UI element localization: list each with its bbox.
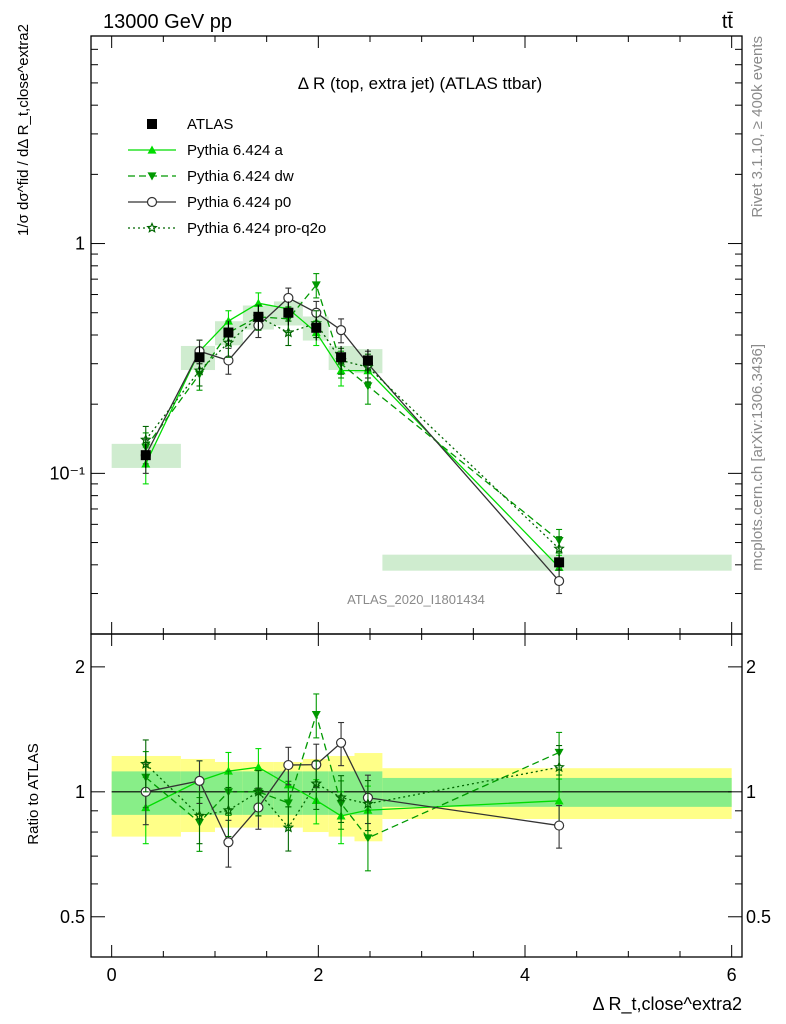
series-pythia-6-424-dw-ratio-point xyxy=(363,834,373,843)
series-pythia-6-424-dw-ratio-point xyxy=(283,799,293,808)
series-pythia-6-424-p0-ratio-point xyxy=(223,837,234,848)
main-y-axis-label: 1/σ dσ^fid / dΔ R_t,close^extra2 xyxy=(15,24,32,236)
ratio-uncertainty-bands xyxy=(111,753,732,842)
atlas-data-point xyxy=(140,450,151,461)
series-pythia-6-424-pro-q2o-ratio-point xyxy=(310,777,323,789)
ratio-y-tick-label-right: 2 xyxy=(746,657,756,677)
series-pythia-6-424-dw-ratio-point xyxy=(311,710,321,720)
series-pythia-6-424-pro-q2o-point xyxy=(193,364,206,376)
ratio-series-group xyxy=(140,693,565,872)
process-label: tt̄ xyxy=(722,11,734,33)
series-pythia-6-424-a-ratio-point xyxy=(253,762,263,771)
series-pythia-6-424-p0-line xyxy=(145,297,560,582)
energy-label: 13000 GeV pp xyxy=(103,11,232,33)
ratio-y-tick-label: 2 xyxy=(75,657,85,677)
series-pythia-6-424-dw-ratio-line xyxy=(145,712,560,839)
x-tick-label: 0 xyxy=(107,965,117,985)
ratio-y-tick-label: 1 xyxy=(75,782,85,802)
x-tick-label: 2 xyxy=(313,965,323,985)
legend-pythia-6-424-dw-marker xyxy=(147,172,157,181)
series-pythia-6-424-pro-q2o-ratio-point xyxy=(140,757,152,769)
series-pythia-6-424-dw-line xyxy=(145,283,560,542)
rivet-version-label: Rivet 3.1.10, ≥ 400k events xyxy=(749,36,766,218)
legend-pythia-6-424-pro-q2o-label: Pythia 6.424 pro-q2o xyxy=(187,220,326,237)
atlas-data-point xyxy=(554,557,565,568)
x-axis-label: Δ R_t,close^extra2 xyxy=(592,994,742,1015)
series-pythia-6-424-pro-q2o-ratio-point xyxy=(362,797,374,809)
x-tick-label: 6 xyxy=(727,965,737,985)
legend-pythia-6-424-dw-label: Pythia 6.424 dw xyxy=(187,168,294,185)
atlas-data-point xyxy=(362,355,373,366)
series-pythia-6-424-pro-q2o-ratio-point xyxy=(193,809,206,821)
series-pythia-6-424-pro-q2o-ratio-point xyxy=(282,821,295,833)
series-pythia-6-424-p0-ratio-point xyxy=(283,759,294,771)
legend-pythia-6-424-pro-q2o-marker xyxy=(146,221,158,233)
atlas-data-point xyxy=(311,322,322,333)
atlas-data-point xyxy=(194,352,205,363)
legend-pythia-6-424-a-label: Pythia 6.424 a xyxy=(187,142,284,159)
series-pythia-6-424-p0-point xyxy=(335,325,347,336)
axis-ticks xyxy=(91,35,742,958)
axis-tick-labels: 0 2 4 6 10⁻¹ 1 0.5 0.5 1 1 2 2 xyxy=(49,234,771,985)
x-tick-label: 4 xyxy=(520,965,530,985)
main-y-tick-label: 1 xyxy=(75,234,85,254)
legend-pythia-6-424-p0-marker xyxy=(146,196,158,208)
series-pythia-6-424-dw-point xyxy=(311,281,321,290)
main-uncertainty-bands xyxy=(111,301,732,571)
series-pythia-6-424-pro-q2o-ratio-point xyxy=(252,785,265,797)
atlas-data-point xyxy=(253,311,264,322)
ratio-y-axis-label: Ratio to ATLAS xyxy=(25,743,42,844)
atlas-data-point xyxy=(283,307,294,318)
main-series-group xyxy=(140,273,565,595)
series-pythia-6-424-pro-q2o-point xyxy=(282,326,295,338)
series-pythia-6-424-p0-ratio-point xyxy=(335,737,347,748)
analysis-watermark: ATLAS_2020_I1801434 xyxy=(347,592,485,607)
main-y-tick-label: 10⁻¹ xyxy=(49,463,85,483)
series-pythia-6-424-p0-ratio-point xyxy=(194,775,205,786)
ratio-y-tick-label: 0.5 xyxy=(60,907,85,927)
legend: ATLAS Pythia 6.424 a Pythia 6.424 dw Pythia… xyxy=(128,116,326,237)
legend-pythia-6-424-p0-label: Pythia 6.424 p0 xyxy=(187,194,291,211)
series-pythia-6-424-pro-q2o-ratio-point xyxy=(553,761,565,773)
legend-atlas-marker xyxy=(147,119,157,129)
series-pythia-6-424-dw-point xyxy=(363,382,373,391)
series-pythia-6-424-a-ratio-point xyxy=(554,796,564,805)
series-pythia-6-424-p0-point xyxy=(283,292,294,304)
atlas-data-point xyxy=(223,327,234,338)
series-pythia-6-424-pro-q2o-ratio-point xyxy=(222,804,235,816)
plot-title: Δ R (top, extra jet) (ATLAS ttbar) xyxy=(298,74,542,93)
series-pythia-6-424-pro-q2o-point xyxy=(140,433,152,445)
atlas-data-point xyxy=(336,352,347,363)
series-pythia-6-424-p0-ratio-point xyxy=(553,820,565,831)
ratio-plot-frame xyxy=(90,633,743,958)
legend-atlas-label: ATLAS xyxy=(187,116,233,133)
series-pythia-6-424-a-line xyxy=(145,302,560,568)
ratio-y-tick-label-right: 1 xyxy=(746,782,756,802)
series-pythia-6-424-pro-q2o-point xyxy=(553,542,565,554)
legend-pythia-6-424-a-marker xyxy=(147,145,157,154)
series-pythia-6-424-p0-point xyxy=(553,575,565,587)
mcplots-label: mcplots.cern.ch [arXiv:1306.3436] xyxy=(749,344,766,571)
ratio-y-tick-label-right: 0.5 xyxy=(746,907,771,927)
series-pythia-6-424-pro-q2o-ratio-point xyxy=(335,791,347,803)
